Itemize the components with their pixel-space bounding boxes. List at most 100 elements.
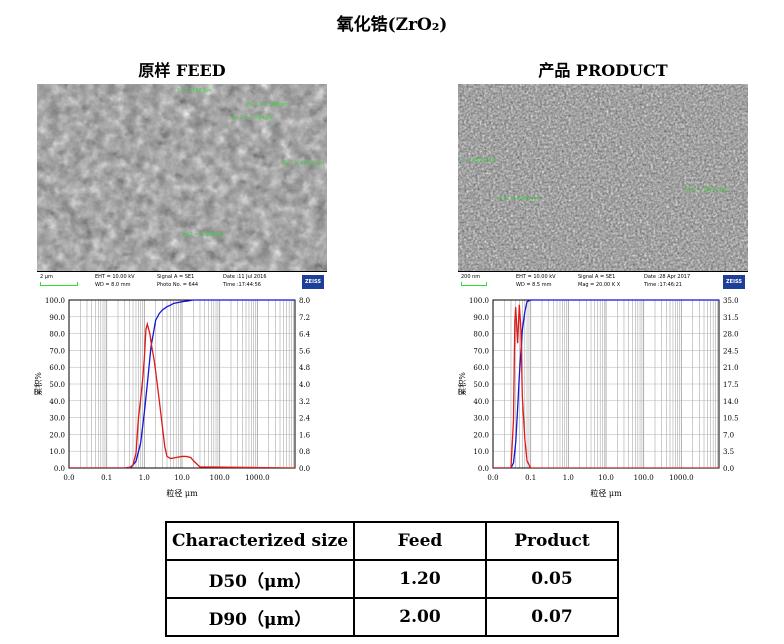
y-tick-label-right: 4.0 <box>299 381 310 389</box>
y-tick-label-right: 17.5 <box>723 381 739 389</box>
table-header: Product <box>485 521 619 561</box>
y-tick-label-left: 90.0 <box>49 314 65 322</box>
table-header-row: Characterized size Feed Product <box>165 521 619 561</box>
distribution-curve <box>493 304 719 468</box>
product-scale-label: 200 nm <box>461 274 481 280</box>
table-header: Feed <box>353 521 487 561</box>
x-axis-label: 粒径 μm <box>590 488 622 498</box>
product-mag: Mag = 20.00 K X <box>578 282 621 288</box>
feed-time: Time :17:44:56 <box>223 282 261 288</box>
zeiss-logo: ZEISS <box>723 275 745 289</box>
x-tick-label: 0.0 <box>487 474 498 482</box>
x-tick-label: 1.0 <box>563 474 574 482</box>
x-axis-label: 粒径 μm <box>166 488 198 498</box>
cumulative-curve <box>493 299 719 468</box>
y-tick-label-left: 70.0 <box>49 347 65 355</box>
product-annotation: 1 = 83.02 nm <box>462 158 497 164</box>
y-tick-label-left: 90.0 <box>473 314 489 322</box>
y-tick-label-left: 10.0 <box>49 448 65 456</box>
y-tick-label-right: 24.5 <box>723 347 739 355</box>
y-tick-label-left: 100.0 <box>469 297 489 305</box>
table-cell: 0.05 <box>485 559 619 599</box>
y-tick-label-left: 70.0 <box>473 347 489 355</box>
y-tick-label-right: 21.0 <box>723 364 739 372</box>
product-sem-texture <box>458 84 748 272</box>
y-tick-label-left: 20.0 <box>473 431 489 439</box>
feed-annotation: 1 = 1.058 μm <box>177 88 212 94</box>
y-tick-label-right: 3.5 <box>723 448 734 456</box>
y-tick-label-right: 6.4 <box>299 331 311 339</box>
y-tick-label-right: 0.8 <box>299 448 310 456</box>
feed-wd: WD = 8.0 mm <box>95 282 131 288</box>
feed-annotation: Pa 2 = 1.958 μm <box>182 232 224 238</box>
y-tick-label-left: 60.0 <box>473 364 489 372</box>
y-tick-label-left: 40.0 <box>473 398 489 406</box>
y-tick-label-right: 31.5 <box>723 314 739 322</box>
x-tick-label: 100.0 <box>210 474 230 482</box>
y-axis-label: 累积% <box>457 372 467 396</box>
y-tick-label-left: 40.0 <box>49 398 65 406</box>
feed-sem-image: 1 = 1.058 μm Pa 1 = 1.368 μm Pa 2 = 1.35… <box>37 84 327 292</box>
feed-annotation: Pa 1 = 474.8 nm <box>282 161 324 167</box>
product-sem-image: 1 = 83.02 nm Pa 1 = 45.20 nm Pa 1 = 58.2… <box>458 84 748 292</box>
y-tick-label-right: 2.4 <box>299 415 311 423</box>
product-scale-bar <box>461 282 487 286</box>
y-tick-label-right: 0.0 <box>723 465 734 473</box>
feed-sem-infobar: 2 μm EHT = 10.00 kV WD = 8.0 mm Signal A… <box>37 271 327 292</box>
feed-annotation: Pa 2 = 1.354 μm <box>232 115 274 121</box>
cumulative-curve <box>69 299 295 468</box>
y-tick-label-right: 0.0 <box>299 465 310 473</box>
distribution-curve <box>69 321 295 468</box>
feed-photo-no: Photo No. = 644 <box>157 282 199 288</box>
product-time: Time :17:46:21 <box>644 282 682 288</box>
x-tick-label: 0.1 <box>101 474 112 482</box>
table-cell: 2.00 <box>353 597 487 637</box>
y-tick-label-right: 35.0 <box>723 297 739 305</box>
y-axis-label: 累积% <box>33 372 43 396</box>
feed-signal: Signal A = SE1 <box>157 274 195 280</box>
zeiss-logo: ZEISS <box>302 275 324 289</box>
table-cell: D90（μm） <box>165 597 355 637</box>
y-tick-label-left: 30.0 <box>49 415 65 423</box>
y-tick-label-right: 3.2 <box>299 398 310 406</box>
x-tick-label: 100.0 <box>634 474 654 482</box>
y-tick-label-right: 4.8 <box>299 364 310 372</box>
x-tick-label: 1000.0 <box>669 474 694 482</box>
x-tick-label: 10.0 <box>598 474 614 482</box>
feed-scale-label: 2 μm <box>40 274 53 280</box>
y-tick-label-right: 28.0 <box>723 331 739 339</box>
results-table: Characterized size Feed Product D50（μm） … <box>165 521 619 637</box>
feed-heading: 原样 FEED <box>138 61 226 80</box>
feed-psd-chart: 0.0 10.0 20.0 30.0 40.0 50.0 60.0 70.0 80.0 90.0 1… <box>33 297 311 498</box>
table-cell: 0.07 <box>485 597 619 637</box>
product-date: Date :28 Apr 2017 <box>644 274 691 280</box>
y-tick-label-right: 7.0 <box>723 431 734 439</box>
y-tick-label-right: 10.5 <box>723 415 739 423</box>
table-row: D50（μm） 1.20 0.05 <box>165 559 619 599</box>
product-heading: 产品 PRODUCT <box>538 61 668 80</box>
feed-scale-bar <box>40 282 78 286</box>
y-tick-label-right: 14.0 <box>723 398 739 406</box>
x-tick-label: 10.0 <box>174 474 190 482</box>
y-tick-label-left: 30.0 <box>473 415 489 423</box>
y-tick-label-right: 1.6 <box>299 431 311 439</box>
feed-sem-texture <box>37 84 327 272</box>
product-psd-chart: 0.0 10.0 20.0 30.0 40.0 50.0 60.0 70.0 80.0 90.0 1… <box>457 297 739 498</box>
y-tick-label-right: 8.0 <box>299 297 310 305</box>
y-tick-label-left: 0.0 <box>478 465 489 473</box>
y-tick-label-left: 100.0 <box>45 297 65 305</box>
page-title: 氧化锆(ZrO₂) <box>336 15 448 35</box>
table-header: Characterized size <box>165 521 355 561</box>
product-eht: EHT = 10.00 kV <box>516 274 556 280</box>
y-tick-label-left: 10.0 <box>473 448 489 456</box>
x-tick-label: 0.0 <box>63 474 74 482</box>
product-sem-infobar: 200 nm EHT = 10.00 kV WD = 8.5 mm Signal… <box>458 271 748 292</box>
x-tick-label: 1.0 <box>139 474 150 482</box>
table-cell: D50（μm） <box>165 559 355 599</box>
y-tick-label-left: 0.0 <box>54 465 65 473</box>
y-tick-label-left: 60.0 <box>49 364 65 372</box>
table-cell: 1.20 <box>353 559 487 599</box>
y-tick-label-left: 20.0 <box>49 431 65 439</box>
y-tick-label-right: 7.2 <box>299 314 310 322</box>
feed-annotation: Pa 1 = 1.368 μm <box>247 102 289 108</box>
